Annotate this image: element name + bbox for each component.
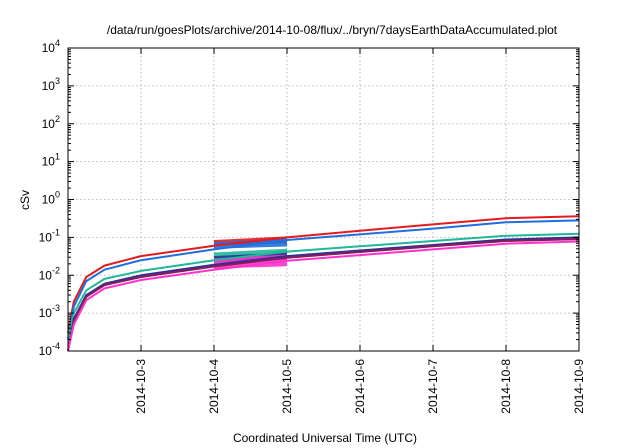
x-tick-label: 2014-10-8 — [499, 359, 513, 414]
series-line — [67, 219, 580, 340]
y-axis-label: cSv — [18, 190, 32, 210]
series-group — [67, 215, 580, 352]
x-tick-label: 2014-10-3 — [134, 359, 148, 414]
y-tick-label: 102 — [42, 114, 60, 131]
y-axis: 10-4 10-3 10-2 10-1 100 101 102 103 104 — [39, 38, 579, 358]
y-tick-label: 103 — [42, 76, 60, 93]
x-axis-label: Coordinated Universal Time (UTC) — [233, 431, 417, 445]
x-tick-label: 2014-10-9 — [572, 359, 586, 414]
x-axis: 2014-10-3 2014-10-4 2014-10-5 2014-10-6 2014… — [134, 48, 586, 414]
series-line — [67, 232, 580, 340]
series-line — [67, 240, 580, 352]
series-line — [67, 215, 580, 334]
x-tick-label: 2014-10-7 — [426, 359, 440, 414]
x-tick-label: 2014-10-4 — [207, 359, 221, 414]
y-tick-label: 100 — [42, 190, 60, 207]
y-tick-label: 10-2 — [39, 265, 60, 282]
y-tick-label: 10-3 — [39, 303, 60, 320]
y-tick-label: 104 — [42, 38, 60, 55]
x-tick-label: 2014-10-6 — [353, 359, 367, 414]
grid-lines — [68, 48, 579, 351]
y-tick-label: 101 — [42, 152, 60, 169]
chart-title: /data/run/goesPlots/archive/2014-10-08/f… — [107, 23, 558, 37]
series-line — [67, 238, 580, 352]
y-tick-label: 10-1 — [39, 227, 60, 244]
y-tick-label: 10-4 — [39, 341, 60, 358]
x-tick-label: 2014-10-5 — [280, 359, 294, 414]
